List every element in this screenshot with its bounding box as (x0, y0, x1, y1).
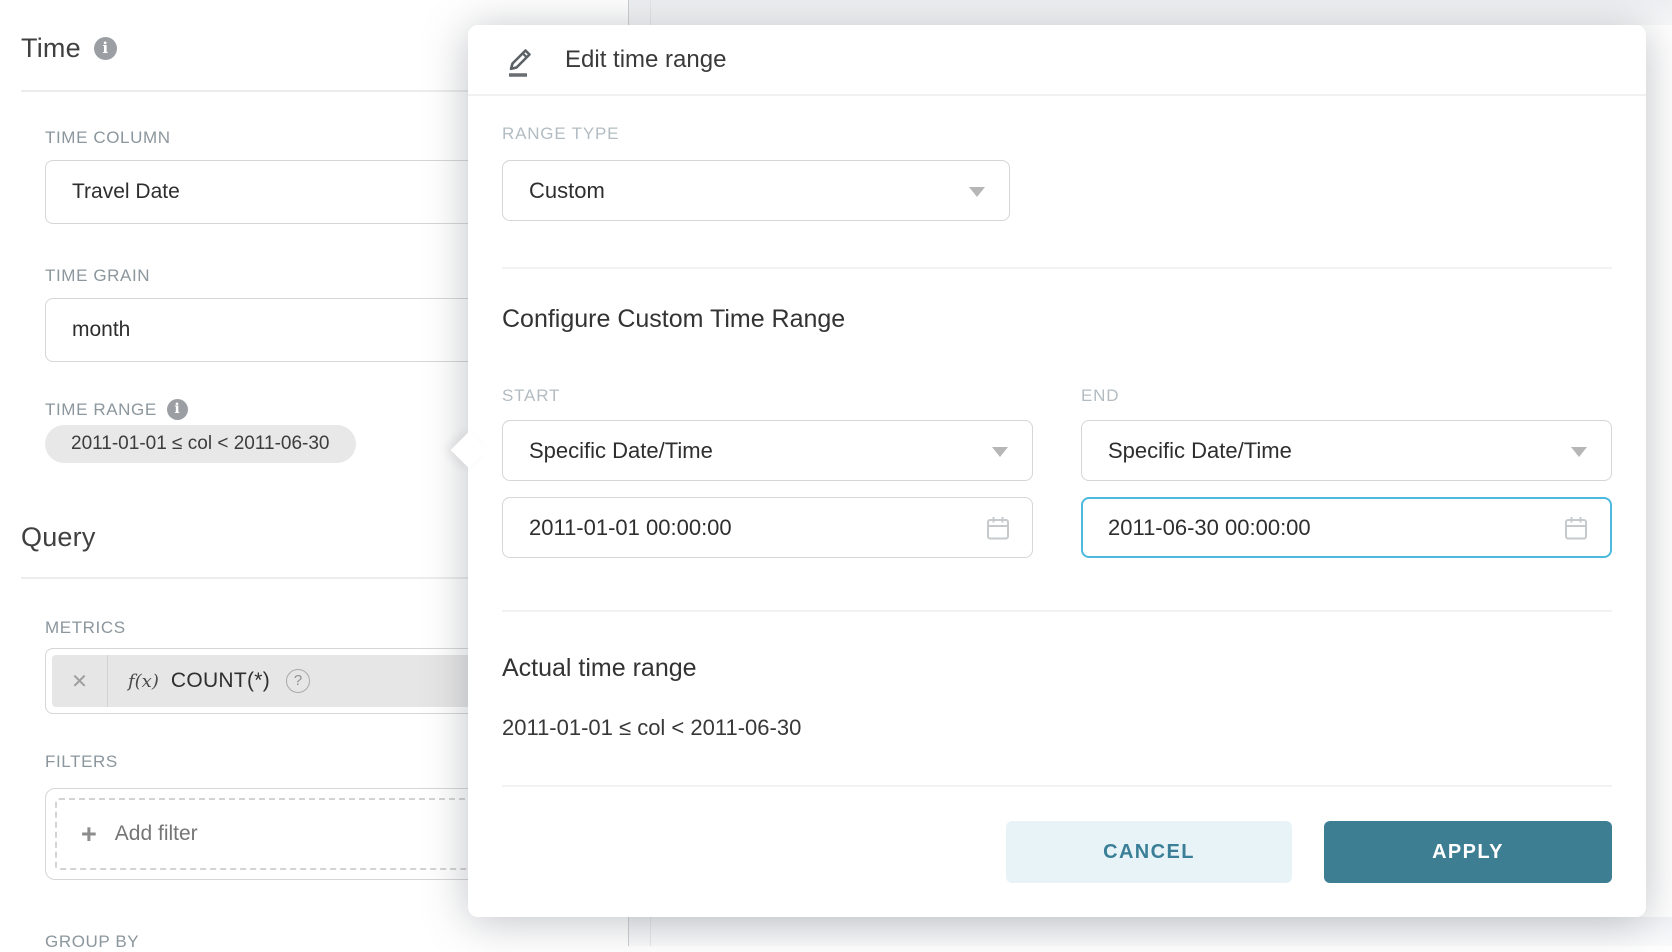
add-filter-label: Add filter (114, 822, 198, 845)
calendar-icon[interactable] (1562, 514, 1590, 542)
page-backdrop-bottom (437, 917, 1672, 946)
edit-time-range-popover: Edit time range RANGE TYPE Custom Config… (450, 25, 1646, 917)
calendar-icon[interactable] (984, 514, 1012, 542)
remove-metric-icon[interactable]: ✕ (52, 655, 108, 707)
actual-time-range-heading: Actual time range (502, 654, 697, 682)
time-range-label-text: TIME RANGE (45, 399, 157, 419)
time-section-title: Time i (21, 33, 117, 64)
time-column-value: Travel Date (72, 180, 180, 203)
start-datetime-input[interactable]: 2011-01-01 00:00:00 (502, 497, 1033, 558)
add-filter-button[interactable]: + Add filter (55, 798, 580, 870)
help-icon[interactable]: ? (286, 669, 311, 693)
info-icon[interactable]: i (166, 399, 188, 420)
time-grain-label: TIME GRAIN (45, 266, 151, 285)
start-label: START (502, 386, 561, 405)
start-type-value: Specific Date/Time (529, 437, 713, 463)
edit-pencil-icon (509, 48, 531, 77)
start-column: START Specific Date/Time 2011-01-01 00:0… (502, 386, 1033, 558)
plus-icon: + (81, 818, 97, 849)
divider (21, 577, 628, 579)
panel-gutter-line-2 (650, 0, 651, 25)
caret-down-icon (969, 186, 985, 197)
popover-body: RANGE TYPE Custom Configure Custom Time … (468, 124, 1646, 883)
apply-button[interactable]: APPLY (1324, 821, 1612, 883)
end-label: END (1081, 386, 1120, 405)
page-backdrop-top (437, 0, 1672, 25)
caret-down-icon (1571, 446, 1587, 457)
end-column: END Specific Date/Time 2011-06-30 00:00:… (1081, 386, 1612, 558)
metrics-label: METRICS (45, 618, 126, 637)
range-type-label: RANGE TYPE (502, 124, 620, 143)
time-column-label: TIME COLUMN (45, 128, 171, 147)
end-type-value: Specific Date/Time (1108, 437, 1292, 463)
fx-icon: f(x) (128, 670, 159, 692)
panel-gutter-line-2 (650, 917, 651, 946)
time-section-label: Time (21, 33, 81, 63)
filters-label: FILTERS (45, 752, 118, 771)
time-grain-value: month (72, 318, 131, 341)
panel-gutter-line (627, 917, 629, 946)
popover-header: Edit time range (468, 25, 1646, 96)
start-datetime-value: 2011-01-01 00:00:00 (529, 514, 732, 540)
popover-title: Edit time range (565, 45, 727, 73)
cancel-button[interactable]: CANCEL (1006, 821, 1292, 883)
start-type-select[interactable]: Specific Date/Time (502, 420, 1033, 481)
end-type-select[interactable]: Specific Date/Time (1081, 420, 1612, 481)
actual-time-range-value: 2011-01-01 ≤ col < 2011-06-30 (502, 715, 802, 740)
query-section-label: Query (21, 522, 96, 552)
metric-name: COUNT(*) (170, 669, 271, 692)
time-range-pill[interactable]: 2011-01-01 ≤ col < 2011-06-30 (45, 425, 356, 463)
range-type-value: Custom (529, 177, 605, 203)
divider (21, 90, 628, 92)
caret-down-icon (992, 446, 1008, 457)
group-by-label: GROUP BY (45, 932, 140, 951)
range-type-select[interactable]: Custom (502, 160, 1010, 221)
time-range-value: 2011-01-01 ≤ col < 2011-06-30 (71, 433, 330, 454)
divider (502, 267, 1612, 269)
time-range-label: TIME RANGE i (45, 399, 188, 420)
query-section-title: Query (21, 522, 96, 553)
divider (502, 785, 1612, 787)
configure-heading: Configure Custom Time Range (502, 305, 846, 333)
panel-gutter-line (627, 0, 629, 25)
divider (502, 610, 1612, 612)
end-datetime-input[interactable]: 2011-06-30 00:00:00 (1081, 497, 1612, 558)
info-icon[interactable]: i (93, 37, 117, 60)
end-datetime-value: 2011-06-30 00:00:00 (1108, 514, 1311, 540)
